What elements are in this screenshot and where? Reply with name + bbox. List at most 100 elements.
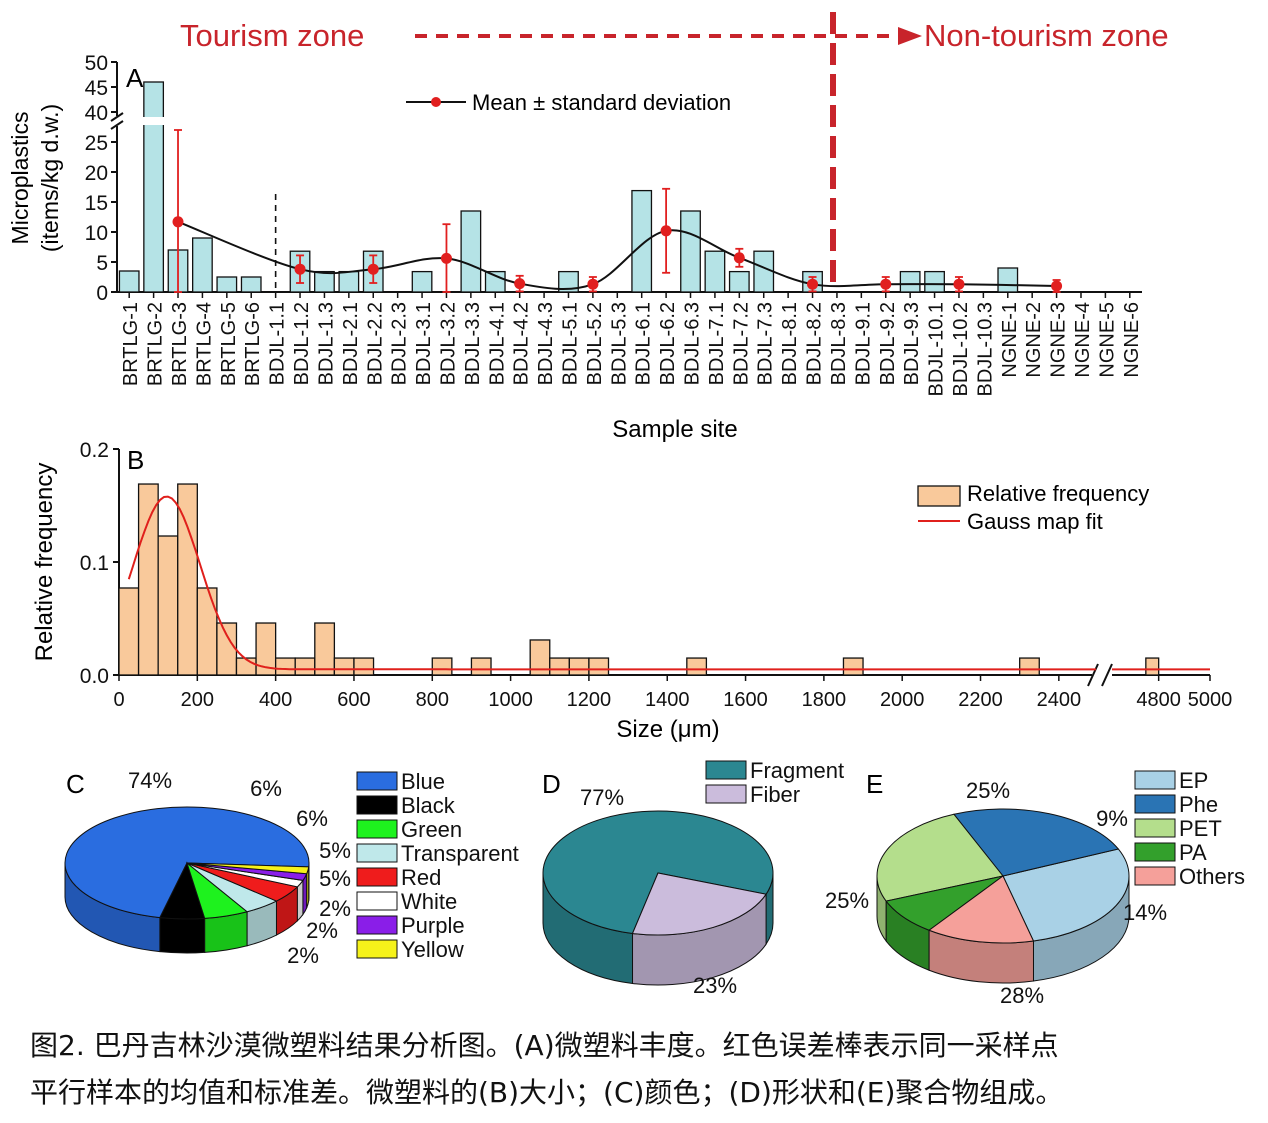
panel-b-xlabel: Size (μm) xyxy=(616,716,719,743)
panel-a-xtick-label: BDJL-1.1 xyxy=(267,302,289,385)
bar xyxy=(314,270,335,293)
panel-a-ytick-label: 15 xyxy=(85,192,108,215)
panel-a-xtick-label: BDJL-9.2 xyxy=(877,302,899,385)
bar xyxy=(240,276,262,293)
histogram-bar xyxy=(118,587,140,676)
legend-swatch xyxy=(356,915,398,935)
bar xyxy=(216,276,238,293)
histogram-bar xyxy=(333,657,355,676)
panel-a-ytick-label: 10 xyxy=(85,222,108,245)
histogram-bar xyxy=(235,657,257,676)
pie-value-label: 2% xyxy=(319,896,351,921)
caption-line-1: 图2. 巴丹吉林沙漠微塑料结果分析图。(A)微塑料丰度。红色误差棒表示同一采样点 xyxy=(30,1029,1059,1062)
panel-a-xtick-label: BDJL-8.2 xyxy=(804,302,826,385)
histogram-bar xyxy=(137,483,159,676)
pie-value-label: 6% xyxy=(250,776,282,801)
caption-line-2: 平行样本的均值和标准差。微塑料的(B)大小；(C)颜色；(D)形状和(E)聚合物… xyxy=(30,1076,1064,1109)
mean-point xyxy=(1051,280,1063,292)
mean-point xyxy=(880,278,892,290)
legend-swatch xyxy=(1134,818,1176,838)
mean-point xyxy=(514,278,526,290)
figure-caption: 图2. 巴丹吉林沙漠微塑料结果分析图。(A)微塑料丰度。红色误差棒表示同一采样点… xyxy=(30,1022,1250,1116)
panel-a-xtick-label: BRTLG-2 xyxy=(145,302,167,386)
panel-b-xtick-label: 1400 xyxy=(645,689,690,711)
panel-a-xtick-label: BDJL-2.2 xyxy=(364,302,386,385)
panel-a-ytick-label: 0 xyxy=(96,282,108,305)
panel-a-xtick-label: BRTLG-4 xyxy=(193,302,215,386)
panel-a-xtick-label: BDJL-8.3 xyxy=(828,302,850,385)
mean-point xyxy=(440,252,452,264)
pie-value-label: 25% xyxy=(966,778,1010,803)
mean-point xyxy=(953,278,965,290)
pie-value-label: 2% xyxy=(287,943,319,968)
panel-b-ytick-label: 0.0 xyxy=(80,665,109,688)
bar-break-gap xyxy=(141,117,166,125)
panel-b-xtick-label: 2000 xyxy=(880,689,925,711)
mean-point xyxy=(660,225,672,237)
mean-point xyxy=(807,278,819,290)
panel-a-xtick-label: BDJL-1.3 xyxy=(315,302,337,385)
panel-a-xtick-label: BDJL-6.2 xyxy=(657,302,679,385)
panel-a-xtick-label: BDJL-9.1 xyxy=(852,302,874,385)
bar xyxy=(192,237,213,293)
bar xyxy=(753,250,775,293)
histogram-bar xyxy=(353,657,375,676)
panel-a-ytick-label: 40 xyxy=(85,102,108,125)
tourism-zone-label: Tourism zone xyxy=(180,18,364,53)
legend-swatch xyxy=(1134,794,1176,814)
bar xyxy=(997,267,1019,293)
panel-a-xtick-label: NGNE-6 xyxy=(1121,302,1143,378)
panel-a-xtick-label: BDJL-9.3 xyxy=(901,302,923,385)
panel-d-label: D xyxy=(542,769,561,799)
panel-b-xtick-label: 400 xyxy=(259,689,292,711)
panel-b-xtick-label: 2200 xyxy=(958,689,1003,711)
panel-b-ytick-label: 0.1 xyxy=(80,552,109,575)
panel-a-xtick-label: NGNE-1 xyxy=(999,302,1021,378)
panel-a-xtick-label: NGNE-2 xyxy=(1023,302,1045,378)
panel-a-xtick-label: BDJL-7.1 xyxy=(706,302,728,385)
panel-a-ytick-label: 20 xyxy=(85,162,108,185)
panel-e-label: E xyxy=(866,769,883,799)
panel-a-xtick-label: BDJL-6.3 xyxy=(682,302,704,385)
panel-b-xtick-label: 200 xyxy=(181,689,214,711)
pie-value-label: 23% xyxy=(693,973,737,998)
bar xyxy=(118,270,140,293)
panel-a-trend-line xyxy=(177,220,1057,290)
bar xyxy=(631,189,653,293)
histogram-bar xyxy=(274,657,296,676)
panel-b-xtick-label: 1000 xyxy=(488,689,533,711)
panel-a-xtick-label: BDJL-3.2 xyxy=(437,302,459,385)
panel-a-xtick-label: BDJL-5.2 xyxy=(584,302,606,385)
histogram-bar xyxy=(588,657,610,676)
histogram-bar xyxy=(470,657,492,676)
pie-slice xyxy=(876,813,1004,902)
pie-value-label: 5% xyxy=(319,838,351,863)
legend-label: Purple xyxy=(401,913,465,938)
legend-label: Blue xyxy=(401,769,445,794)
panel-b-xtick-label: 4800 xyxy=(1136,689,1181,711)
panel-a: A Microplastics (items/kg d.w.) Sample s… xyxy=(7,52,1143,443)
legend-swatch xyxy=(1134,866,1176,886)
panel-a-ytick-label: 50 xyxy=(85,52,108,75)
panel-b-xtick-label: 800 xyxy=(416,689,449,711)
histogram-bar xyxy=(177,483,198,676)
bar xyxy=(728,270,750,293)
zone-arrowhead xyxy=(898,27,922,45)
histogram-bar xyxy=(1145,657,1160,676)
bar xyxy=(460,210,482,293)
legend-swatch xyxy=(356,771,398,791)
histogram-bar xyxy=(216,622,238,676)
panel-b-xtick-label: 1200 xyxy=(567,689,612,711)
pie-value-label: 77% xyxy=(580,785,624,810)
panel-a-xtick-label: BRTLG-6 xyxy=(242,302,264,386)
panel-b-label: B xyxy=(127,445,144,475)
panel-a-xtick-label: BDJL-6.1 xyxy=(633,302,655,385)
histogram-bar xyxy=(549,657,570,676)
legend-label: Fragment xyxy=(750,758,844,783)
histogram-bar xyxy=(686,657,708,676)
mean-point xyxy=(587,278,599,290)
panel-a-ylabel-2: (items/kg d.w.) xyxy=(37,104,63,252)
legend-label: Phe xyxy=(1179,792,1218,817)
panel-a-xtick-label: BRTLG-3 xyxy=(169,302,191,386)
